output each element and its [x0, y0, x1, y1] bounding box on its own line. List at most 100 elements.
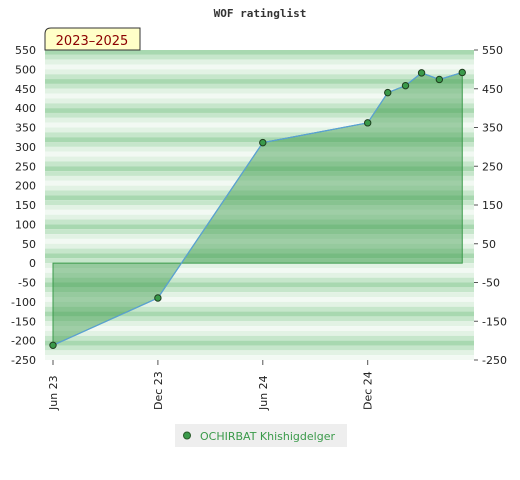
- chart-title: WOF ratinglist: [214, 7, 307, 20]
- background-band: [45, 200, 474, 205]
- background-band: [45, 321, 474, 327]
- background-band: [45, 146, 474, 152]
- background-band: [45, 224, 474, 230]
- background-band: [45, 345, 474, 351]
- background-band: [45, 108, 474, 113]
- y-tick-label: -50: [18, 277, 36, 290]
- background-band: [45, 132, 474, 138]
- background-band: [45, 93, 474, 99]
- background-band: [45, 335, 474, 341]
- y-tick-label: 50: [22, 238, 36, 251]
- data-point[interactable]: [401, 81, 410, 90]
- background-band: [45, 209, 474, 215]
- legend-marker: [183, 431, 191, 440]
- background-band: [45, 195, 474, 201]
- data-point[interactable]: [435, 75, 444, 84]
- data-point[interactable]: [259, 138, 267, 147]
- data-point[interactable]: [384, 88, 392, 97]
- data-point[interactable]: [363, 119, 372, 127]
- y-axis-left: 550500450400350300250200150100500-50-100…: [11, 44, 36, 367]
- background-band: [45, 263, 474, 268]
- background-band: [45, 234, 474, 239]
- background-band: [45, 238, 474, 244]
- y2-tick-label: 50: [482, 238, 496, 251]
- data-point[interactable]: [458, 68, 466, 77]
- y-tick-label: 300: [15, 141, 36, 154]
- y-tick-label: 550: [15, 44, 36, 57]
- y-tick-label: -250: [11, 354, 36, 367]
- legend-label: OCHIRBAT Khishigdelger: [200, 430, 335, 443]
- background-band: [45, 340, 474, 346]
- y-tick-label: 100: [15, 218, 36, 231]
- background-band: [45, 54, 474, 60]
- data-point[interactable]: [49, 341, 57, 349]
- y-axis-right: 550 450 350 250 150 50 -50 -150 -250: [474, 44, 507, 367]
- background-band: [45, 350, 474, 356]
- background-band: [45, 330, 474, 336]
- background-band: [45, 205, 474, 210]
- background-band: [45, 112, 474, 118]
- background-band: [45, 127, 474, 133]
- background-band: [45, 83, 474, 89]
- background-band: [45, 253, 474, 259]
- background-band: [45, 301, 474, 307]
- y-tick-label: 400: [15, 102, 36, 115]
- y-tick-label: 200: [15, 180, 36, 193]
- background-band: [45, 292, 474, 298]
- data-point[interactable]: [417, 69, 426, 77]
- x-tick-label: Dec 24: [362, 371, 375, 410]
- y2-tick-label: 150: [482, 199, 503, 212]
- y-tick-label: 450: [15, 83, 36, 96]
- data-point[interactable]: [154, 294, 162, 302]
- background-band: [45, 272, 474, 278]
- background-band: [45, 214, 474, 220]
- legend[interactable]: OCHIRBAT Khishigdelger: [175, 424, 347, 447]
- y-tick-label: 500: [15, 63, 36, 76]
- background-band: [45, 267, 474, 273]
- background-band: [45, 142, 474, 147]
- background-band: [45, 306, 474, 312]
- plot-background: [45, 50, 474, 360]
- y2-tick-label: 250: [482, 160, 503, 173]
- y2-tick-label: 450: [482, 83, 503, 96]
- background-band: [45, 248, 474, 254]
- background-band: [45, 243, 474, 249]
- background-band: [45, 277, 474, 283]
- y2-tick-label: 350: [482, 122, 503, 135]
- background-band: [45, 88, 474, 94]
- background-band: [45, 137, 474, 143]
- y2-tick-label: -250: [482, 354, 507, 367]
- background-band: [45, 69, 474, 75]
- background-band: [45, 258, 474, 264]
- y-tick-label: -150: [11, 315, 36, 328]
- background-band: [45, 190, 474, 196]
- x-tick-label: Jun 24: [257, 375, 270, 411]
- background-band: [45, 64, 474, 70]
- background-band: [45, 185, 474, 191]
- background-band: [45, 175, 474, 181]
- background-band: [45, 122, 474, 128]
- background-band: [45, 219, 474, 225]
- y2-tick-label: -50: [482, 277, 500, 290]
- background-band: [45, 316, 474, 322]
- y-tick-label: 350: [15, 122, 36, 135]
- period-badge: 2023–2025: [44, 27, 141, 51]
- y-tick-label: 0: [29, 257, 36, 270]
- x-axis: Jun 23 Dec 23 Jun 24 Dec 24: [47, 360, 375, 411]
- background-band: [45, 171, 474, 176]
- background-band: [45, 166, 474, 172]
- background-band: [45, 161, 474, 167]
- background-band: [45, 98, 474, 104]
- x-tick-label: Jun 23: [47, 375, 60, 411]
- background-band: [45, 297, 474, 302]
- y2-tick-label: -150: [482, 315, 507, 328]
- period-badge-label: 2023–2025: [56, 34, 129, 49]
- background-band: [45, 103, 474, 109]
- background-band: [45, 282, 474, 288]
- y-tick-label: -200: [11, 335, 36, 348]
- background-band: [45, 79, 474, 84]
- background-band: [45, 50, 474, 55]
- background-band: [45, 326, 474, 331]
- y2-tick-label: 550: [482, 44, 503, 57]
